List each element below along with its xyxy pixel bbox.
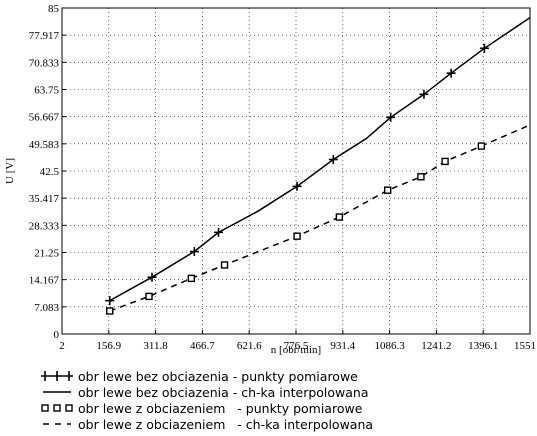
data-point-square xyxy=(220,261,229,269)
y-tick-label: 77.917 xyxy=(29,30,60,42)
legend-item: obr lewe z obciazeniem - punkty pomiarow… xyxy=(40,400,520,416)
data-point-plus xyxy=(214,227,224,237)
series-line-dashed xyxy=(109,124,531,312)
legend: obr lewe bez obciazenia - punkty pomiaro… xyxy=(40,368,520,432)
y-tick-label: 28.333 xyxy=(29,220,60,232)
legend-label: obr lewe z obciazeniem - punkty pomiarow… xyxy=(78,400,363,416)
x-tick-label: 311.8 xyxy=(143,340,168,352)
data-point-square xyxy=(383,186,392,194)
y-tick-label: 85 xyxy=(48,3,60,15)
y-tick-label: 35.417 xyxy=(29,193,60,205)
x-axis-label: n [obr/min] xyxy=(271,344,321,356)
data-point-square xyxy=(187,274,196,283)
data-point-plus xyxy=(189,247,199,257)
y-tick-label: 42.5 xyxy=(40,166,60,178)
x-tick-label: 776.5 xyxy=(284,340,309,352)
y-tick-label: 63.75 xyxy=(34,85,59,97)
x-axis: 2 156.9 311.8 466.7 621.6 776.5 931.4 1086.3 124… xyxy=(59,330,536,352)
chart: 2 156.9 311.8 466.7 621.6 776.5 931.4 1086.3 124… xyxy=(4,3,536,356)
x-tick-label: 1396.1 xyxy=(468,340,498,352)
x-tick-label: 1551 xyxy=(514,340,536,352)
series-markers xyxy=(105,43,489,315)
solid-line-icon xyxy=(43,391,71,393)
legend-label: obr lewe z obciazeniem - ch-ka interpolo… xyxy=(78,416,374,432)
y-tick-label: 0 xyxy=(54,329,60,341)
series-line-solid xyxy=(109,16,531,302)
data-point-square xyxy=(106,307,114,315)
data-point-plus xyxy=(479,43,489,53)
y-tick-label: 56.667 xyxy=(29,112,60,124)
grid-lines xyxy=(62,8,530,334)
plus-marker-icon xyxy=(41,371,73,381)
square-marker-icon xyxy=(41,404,73,412)
legend-item: obr lewe bez obciazenia - ch-ka interpol… xyxy=(40,384,520,400)
y-tick-label: 70.833 xyxy=(29,57,60,69)
data-point-square xyxy=(441,157,449,166)
y-tick-label: 7.083 xyxy=(34,302,59,314)
data-point-plus xyxy=(328,154,338,164)
data-point-plus xyxy=(105,296,115,306)
x-tick-label: 466.7 xyxy=(190,340,215,352)
series-lines xyxy=(109,16,531,312)
x-tick-label: 931.4 xyxy=(330,340,355,352)
legend-label: obr lewe bez obciazenia - punkty pomiaro… xyxy=(78,368,358,384)
y-axis-label: U [V] xyxy=(4,158,16,184)
y-tick-label: 21.25 xyxy=(34,248,59,260)
y-tick-label: 49.583 xyxy=(29,139,60,151)
data-point-plus xyxy=(419,89,429,99)
data-point-plus xyxy=(147,272,157,282)
data-point-square xyxy=(477,142,486,150)
data-point-square xyxy=(293,232,301,240)
data-point-square xyxy=(417,173,425,181)
y-tick-label: 14.167 xyxy=(29,275,60,287)
data-point-plus xyxy=(292,181,302,191)
dashed-line-icon xyxy=(43,423,71,425)
data-point-square xyxy=(335,213,344,221)
legend-item: obr lewe bez obciazenia - punkty pomiaro… xyxy=(40,368,520,384)
x-tick-label: 1086.3 xyxy=(374,340,405,352)
x-tick-label: 621.6 xyxy=(237,340,262,352)
x-tick-label: 1241.2 xyxy=(421,340,451,352)
legend-item: obr lewe z obciazeniem - ch-ka interpolo… xyxy=(40,416,520,432)
data-point-plus xyxy=(386,112,396,122)
legend-label: obr lewe bez obciazenia - ch-ka interpol… xyxy=(78,384,369,400)
x-tick-label: 156.9 xyxy=(96,340,121,352)
y-axis: 0 7.083 14.167 21.25 28.333 35.417 42.5 49.583 5… xyxy=(29,3,66,341)
data-point-plus xyxy=(446,68,456,78)
x-tick-label: 2 xyxy=(59,340,65,352)
data-point-square xyxy=(145,292,153,301)
